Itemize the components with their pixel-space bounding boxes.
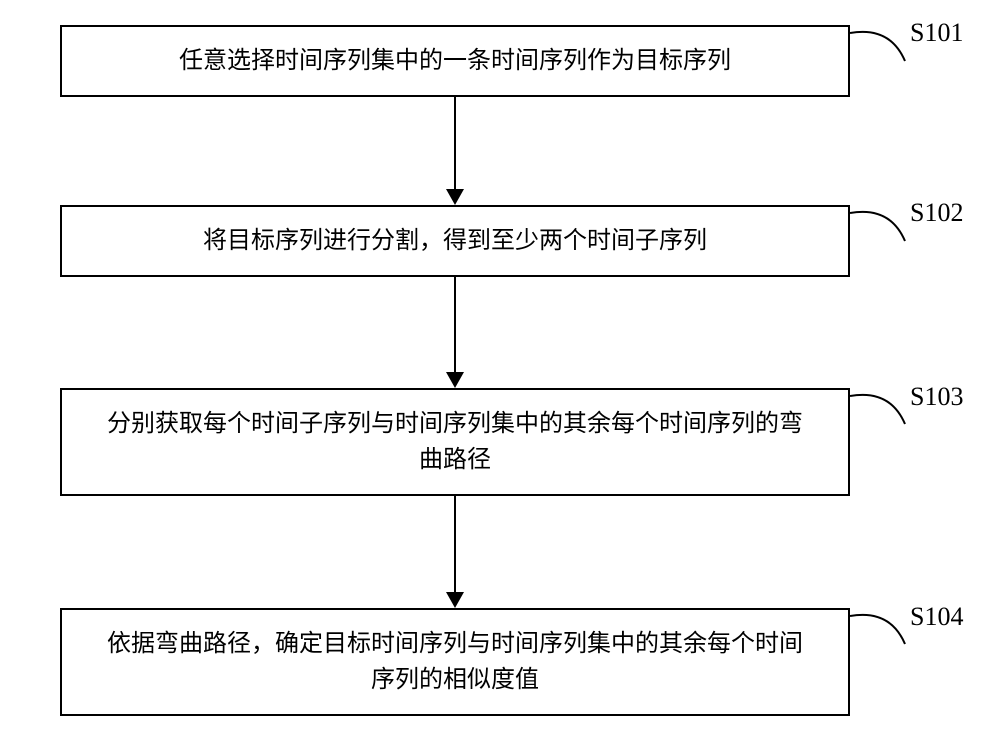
flow-node-s102-text: 将目标序列进行分割，得到至少两个时间子序列	[203, 223, 707, 259]
step-label-s103: S103	[910, 382, 963, 412]
label-connector-s102	[850, 208, 908, 244]
label-connector-s103	[850, 391, 908, 427]
flow-node-s104-text: 依据弯曲路径，确定目标时间序列与时间序列集中的其余每个时间序列的相似度值	[105, 626, 805, 698]
label-connector-s104	[850, 611, 908, 647]
arrow-line-3	[454, 496, 456, 593]
flow-node-s102: 将目标序列进行分割，得到至少两个时间子序列	[60, 205, 850, 277]
arrow-head-1	[446, 189, 464, 205]
label-connector-s101	[850, 28, 908, 64]
step-label-s104: S104	[910, 602, 963, 632]
flow-node-s104: 依据弯曲路径，确定目标时间序列与时间序列集中的其余每个时间序列的相似度值	[60, 608, 850, 716]
step-label-s101: S101	[910, 18, 963, 48]
flowchart-container: 任意选择时间序列集中的一条时间序列作为目标序列 S101 将目标序列进行分割，得…	[0, 0, 1000, 756]
flow-node-s103: 分别获取每个时间子序列与时间序列集中的其余每个时间序列的弯曲路径	[60, 388, 850, 496]
flow-node-s103-text: 分别获取每个时间子序列与时间序列集中的其余每个时间序列的弯曲路径	[105, 406, 805, 478]
flow-node-s101: 任意选择时间序列集中的一条时间序列作为目标序列	[60, 25, 850, 97]
arrow-line-2	[454, 277, 456, 373]
step-label-s102: S102	[910, 198, 963, 228]
arrow-head-2	[446, 372, 464, 388]
flow-node-s101-text: 任意选择时间序列集中的一条时间序列作为目标序列	[179, 43, 731, 79]
arrow-head-3	[446, 592, 464, 608]
arrow-line-1	[454, 97, 456, 190]
